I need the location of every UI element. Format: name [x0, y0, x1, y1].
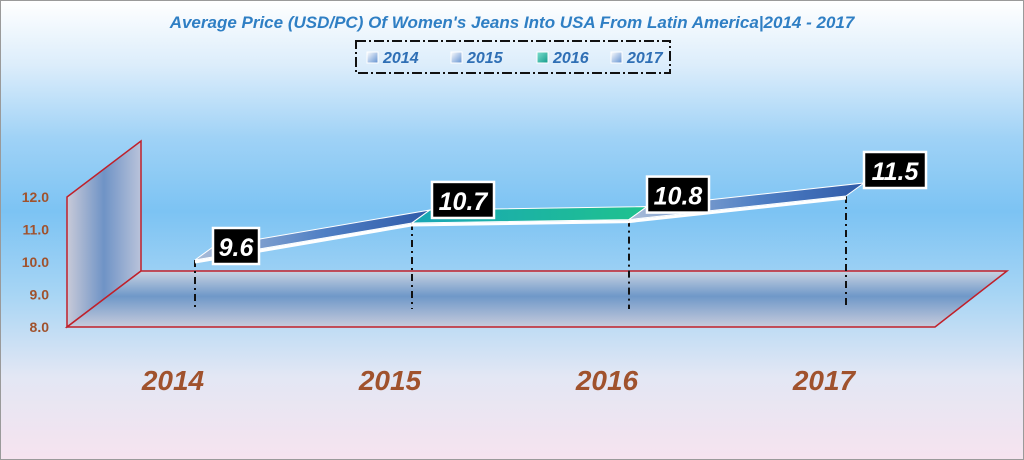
ribbon-edge [628, 196, 847, 224]
floor [64, 270, 1010, 328]
data-label: 10.7 [439, 188, 489, 216]
x-tick-label: 2017 [792, 365, 857, 396]
data-label: 11.5 [872, 158, 920, 186]
y-tick-label: 11.0 [23, 222, 50, 238]
y-tick-label: 8.0 [30, 319, 50, 335]
data-labels: 9.6 10.7 10.8 11.5 [211, 150, 928, 266]
chart-title: Average Price (USD/PC) Of Women's Jeans … [169, 13, 856, 32]
data-label: 10.8 [654, 183, 703, 211]
legend-label: 2014 [382, 50, 419, 67]
data-label-box [862, 150, 928, 190]
ribbon [194, 182, 866, 264]
data-label: 9.6 [219, 234, 255, 262]
y-axis: 8.0 9.0 10.0 11.0 12.0 [22, 189, 49, 335]
y-tick-label: 9.0 [30, 287, 50, 303]
legend-box [355, 40, 671, 74]
legend: 2014 2015 2016 2017 [355, 40, 671, 74]
x-tick-label: 2015 [358, 365, 422, 396]
legend-label: 2015 [466, 50, 504, 67]
legend-label: 2017 [626, 50, 664, 67]
legend-swatch [610, 51, 623, 64]
ribbon-edge [411, 220, 630, 227]
x-axis: 2014 2015 2016 2017 [141, 365, 857, 396]
legend-swatch [450, 51, 463, 64]
legend-swatch [366, 51, 379, 64]
x-tick-label: 2016 [575, 365, 639, 396]
data-label-box [211, 226, 261, 266]
data-label-box [430, 180, 496, 220]
legend-swatch [536, 51, 549, 64]
data-label-box [645, 175, 711, 214]
x-tick-label: 2014 [141, 365, 205, 396]
legend-label: 2016 [552, 50, 589, 67]
y-tick-label: 12.0 [22, 189, 49, 205]
drop-lines [194, 196, 847, 309]
y-tick-label: 10.0 [22, 254, 49, 270]
